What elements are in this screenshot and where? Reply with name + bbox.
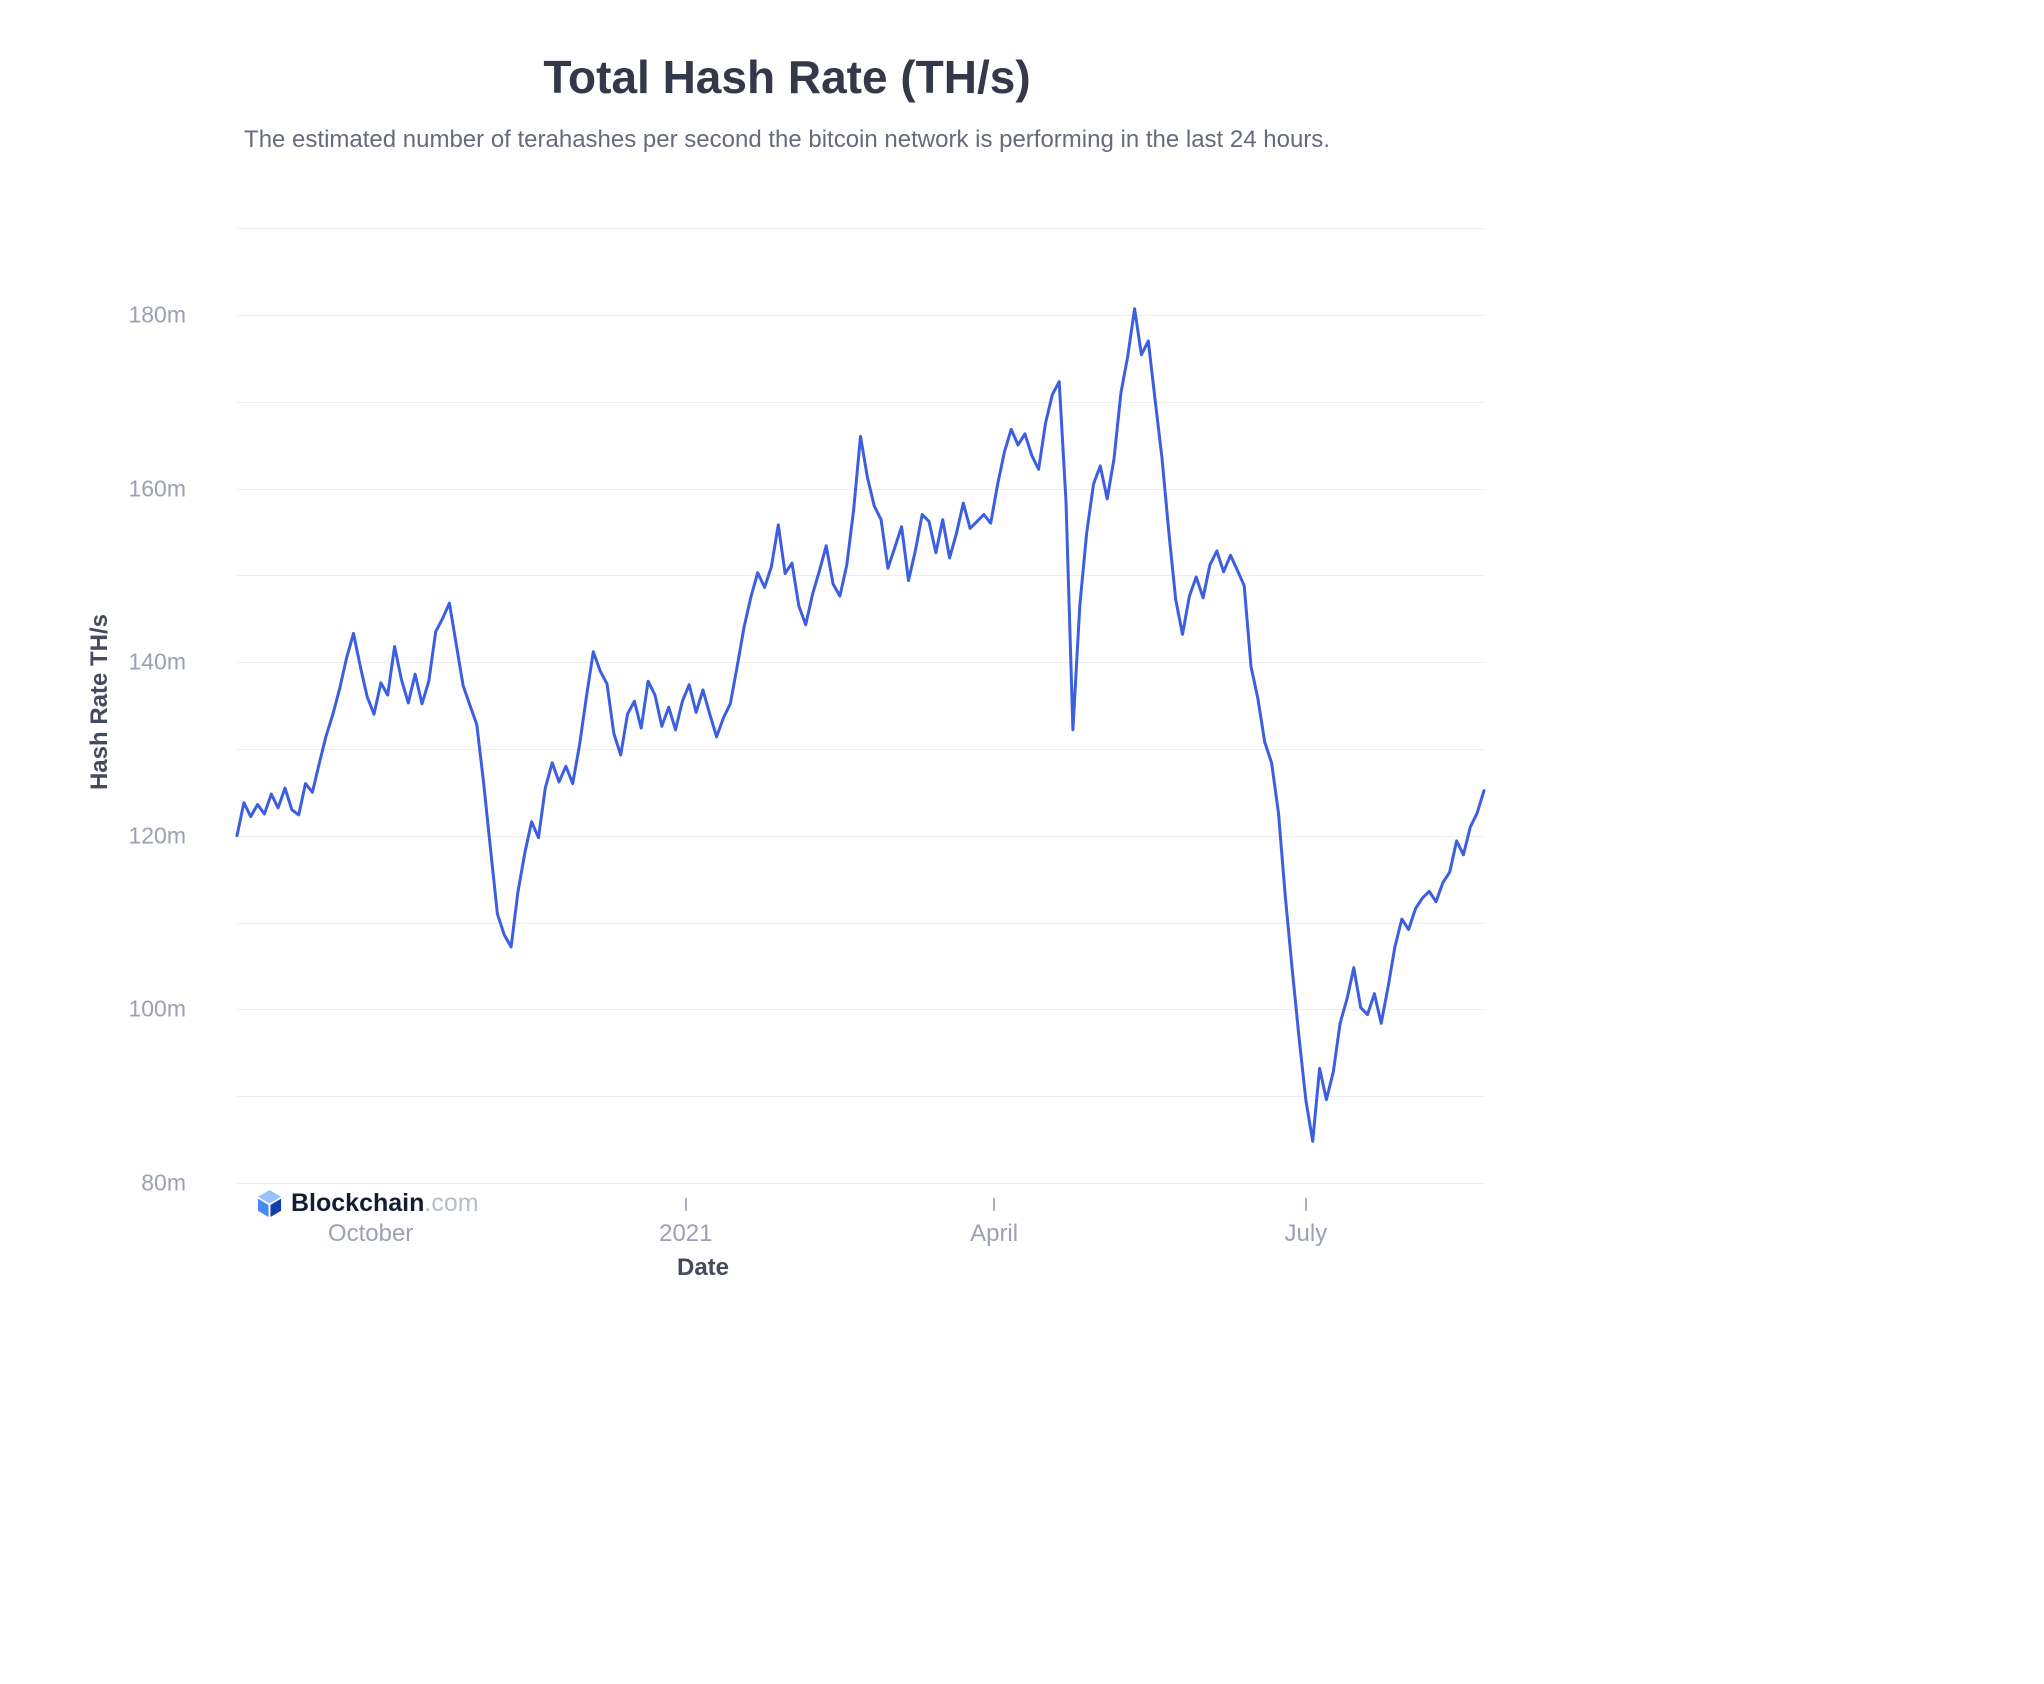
gridline <box>237 314 1484 316</box>
gridline <box>237 1096 1484 1098</box>
blockchain-logo[interactable]: Blockchain .com <box>252 1186 491 1221</box>
x-axis-tick-label: April <box>970 1220 1019 1247</box>
y-axis-labels: 80m 100m 120m 140m 160m 180m <box>0 228 186 1195</box>
plot-area-gridlines <box>237 228 1484 1184</box>
blockchain-logo-tld: .com <box>424 1189 479 1217</box>
gridline <box>237 228 1484 229</box>
x-axis-tick-label: 2021 <box>659 1220 713 1247</box>
y-axis-tick-label: 100m <box>128 995 186 1022</box>
y-axis-tick-label: 120m <box>128 822 186 849</box>
chart-title: Total Hash Rate (TH/s) <box>543 51 1031 103</box>
blockchain-cube-icon <box>257 1190 282 1217</box>
gridline <box>237 488 1484 490</box>
x-axis-tick-label: October <box>327 1220 414 1247</box>
x-axis-tick-label: July <box>1284 1220 1328 1247</box>
gridline <box>237 1183 1484 1184</box>
gridline <box>237 575 1484 577</box>
x-axis-tick <box>993 1198 996 1211</box>
x-axis-title: Date <box>676 1254 730 1281</box>
blockchain-logo-name: Blockchain <box>291 1189 425 1217</box>
x-axis-tick <box>1304 1198 1307 1211</box>
hash-rate-line-chart[interactable] <box>235 228 1486 1183</box>
gridline <box>237 662 1484 664</box>
gridline <box>237 748 1484 750</box>
x-axis-tick <box>684 1198 687 1211</box>
x-axis-labels: October 2021 April July <box>237 1220 1484 1252</box>
gridline <box>237 401 1484 403</box>
gridline <box>237 1009 1484 1011</box>
y-axis-tick-label: 160m <box>128 475 186 501</box>
chart-subtitle: The estimated number of terahashes per s… <box>244 126 1330 153</box>
gridline <box>237 922 1484 924</box>
y-axis-tick-label: 140m <box>128 648 186 675</box>
hash-rate-series-line[interactable] <box>235 307 1486 1143</box>
y-axis-tick-label: 80m <box>141 1169 186 1196</box>
y-axis-tick-label: 180m <box>128 301 186 328</box>
gridline <box>237 835 1484 837</box>
